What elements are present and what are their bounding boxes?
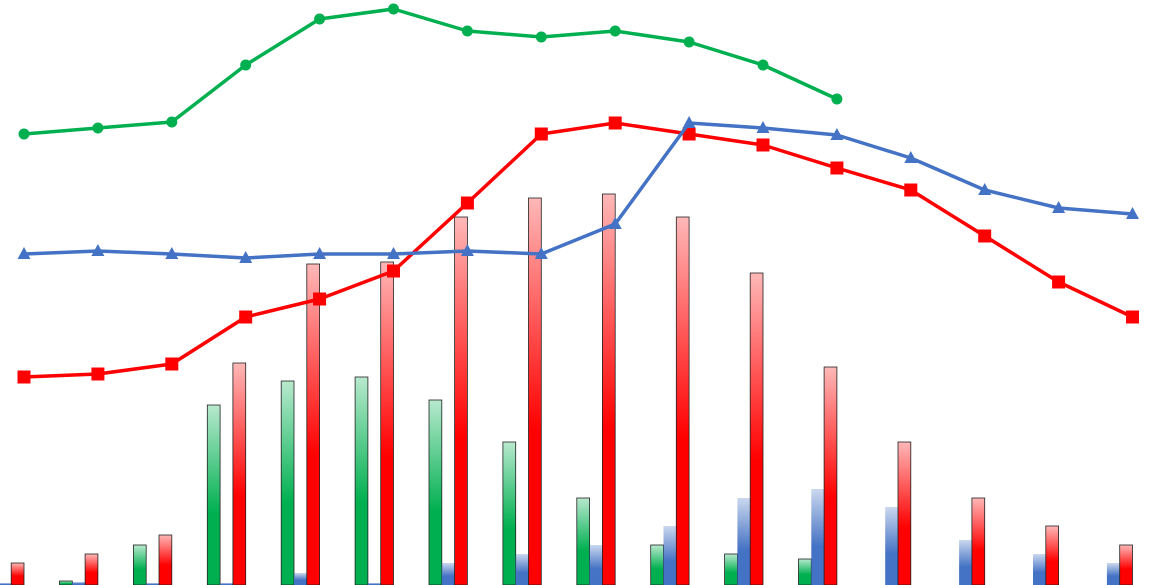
marker xyxy=(682,127,696,141)
bar xyxy=(158,534,173,585)
marker xyxy=(314,13,326,25)
marker xyxy=(682,116,696,128)
bar xyxy=(885,507,898,585)
marker xyxy=(387,264,400,278)
line xyxy=(23,7,838,136)
marker xyxy=(239,310,253,324)
marker xyxy=(240,59,252,71)
marker xyxy=(534,247,548,259)
bar xyxy=(0,583,12,585)
marker xyxy=(534,127,548,141)
bar xyxy=(675,216,690,585)
marker xyxy=(313,247,327,259)
bar xyxy=(206,404,221,585)
marker xyxy=(904,183,918,197)
bar xyxy=(454,216,468,585)
bar xyxy=(576,497,590,585)
bar xyxy=(502,441,517,585)
bar xyxy=(737,498,751,585)
bar xyxy=(798,558,812,585)
marker xyxy=(1052,275,1066,289)
marker xyxy=(978,229,992,243)
bar xyxy=(515,554,529,585)
bar xyxy=(354,376,369,585)
marker xyxy=(608,217,622,229)
bar xyxy=(724,553,738,585)
marker xyxy=(1126,310,1139,324)
bar xyxy=(294,573,307,585)
marker xyxy=(830,128,844,140)
bar xyxy=(823,366,838,585)
marker xyxy=(1052,201,1066,213)
marker xyxy=(756,138,770,152)
bar xyxy=(72,582,86,585)
line xyxy=(23,121,1134,379)
marker xyxy=(91,367,105,381)
bar xyxy=(602,193,616,585)
bar xyxy=(1106,563,1120,585)
marker xyxy=(460,196,474,210)
marker xyxy=(388,3,399,15)
marker xyxy=(17,247,31,259)
marker xyxy=(387,247,400,259)
bar xyxy=(959,540,972,585)
bar xyxy=(1119,544,1133,585)
bar xyxy=(367,583,381,585)
marker xyxy=(535,31,547,43)
line xyxy=(23,121,1133,260)
bar xyxy=(650,544,664,585)
marker xyxy=(313,292,327,306)
marker xyxy=(683,36,695,48)
bar xyxy=(84,553,99,585)
bar xyxy=(132,544,147,585)
bar xyxy=(1045,525,1060,585)
marker xyxy=(18,128,30,140)
bar xyxy=(589,545,603,585)
marker xyxy=(609,25,621,37)
bar xyxy=(306,263,320,585)
bar xyxy=(220,583,233,585)
bar xyxy=(380,261,394,585)
marker xyxy=(1126,207,1139,219)
marker xyxy=(978,183,992,195)
bar xyxy=(441,563,455,585)
marker xyxy=(608,116,622,130)
marker xyxy=(166,116,178,128)
bar xyxy=(146,583,159,585)
bar xyxy=(1033,554,1046,585)
marker xyxy=(831,93,843,105)
bar xyxy=(749,272,764,585)
bar xyxy=(811,489,825,585)
bar xyxy=(59,580,73,585)
marker xyxy=(239,251,253,263)
bar xyxy=(10,562,25,585)
marker xyxy=(165,247,179,259)
marker xyxy=(17,370,31,384)
marker xyxy=(92,122,104,134)
bar xyxy=(897,441,912,585)
marker xyxy=(460,244,474,256)
bar xyxy=(528,197,542,585)
marker xyxy=(91,244,105,256)
marker xyxy=(756,121,770,133)
marker xyxy=(165,357,179,371)
marker xyxy=(461,25,473,37)
bar xyxy=(663,526,677,585)
marker xyxy=(757,59,769,71)
bar xyxy=(428,399,443,585)
bar xyxy=(232,362,247,585)
bar xyxy=(971,497,986,585)
marker xyxy=(830,161,844,175)
marker xyxy=(904,151,918,163)
bar xyxy=(280,380,295,585)
